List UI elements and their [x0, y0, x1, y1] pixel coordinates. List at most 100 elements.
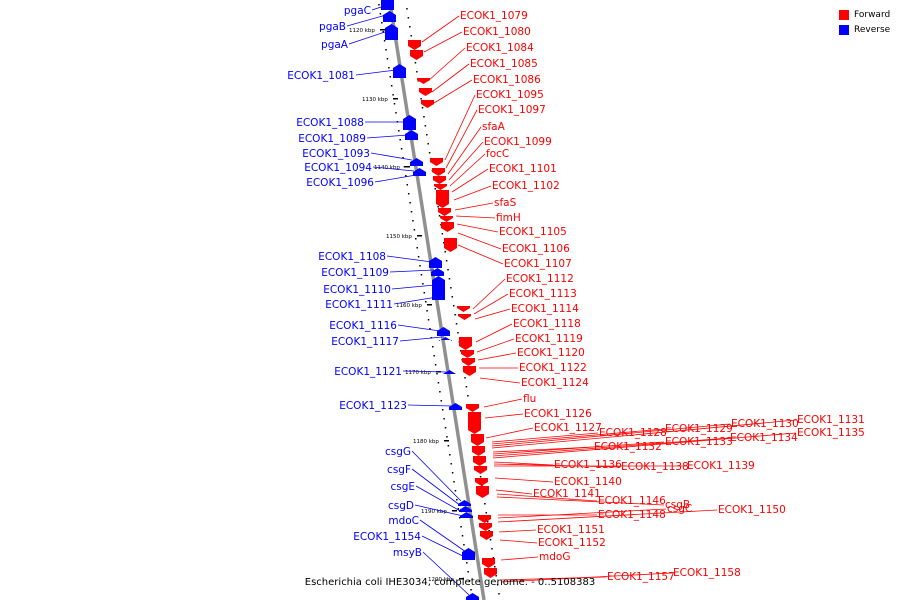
forward-gene: [430, 158, 443, 166]
track-dot: [413, 229, 416, 231]
tick-label: 1160 kbp: [396, 303, 422, 309]
gene-label-forward: ECOK1_1105: [499, 226, 567, 238]
track-dot: [434, 364, 437, 366]
track-dot: [443, 242, 445, 244]
track-dot: [481, 485, 483, 487]
forward-gene: [463, 366, 476, 376]
track-dot: [424, 301, 427, 303]
leader-line: [386, 255, 433, 263]
track-dot: [432, 346, 434, 348]
forward-gene: [474, 466, 487, 474]
forward-gene: [434, 184, 447, 190]
tick-label: 1200 kbp: [428, 577, 454, 583]
track-dot: [491, 548, 493, 550]
gene-label-reverse: ECOK1_1117: [331, 336, 399, 348]
gene-label-forward: ECOK1_1118: [513, 318, 581, 330]
gene-label-forward: mdoG: [539, 551, 570, 563]
track-dot: [388, 67, 390, 69]
track-dot: [436, 373, 438, 375]
track-dot: [455, 323, 458, 325]
track-dot: [464, 377, 466, 379]
leader-line: [393, 296, 438, 305]
leader-line: [348, 30, 389, 45]
leader-line: [355, 69, 397, 76]
track-dot: [465, 386, 468, 388]
forward-gene: [466, 404, 479, 412]
gene-label-forward: ECOK1_1113: [509, 288, 577, 300]
track-dot: [423, 292, 426, 294]
gene-label-forward: sfaS: [494, 197, 517, 209]
gene-label-reverse: csgD: [388, 500, 414, 512]
track-dot: [496, 584, 499, 586]
leader-line: [455, 215, 496, 219]
gene-label-forward: ECOK1_1114: [511, 303, 579, 315]
leader-line: [370, 152, 413, 161]
forward-gene: [471, 434, 484, 446]
forward-gene: [438, 208, 451, 216]
leader-line: [496, 493, 598, 502]
tick-mark: [417, 235, 422, 237]
gene-label-forward: ECOK1_1112: [506, 273, 574, 285]
gene-label-reverse: csgE: [390, 481, 415, 493]
track-dot: [427, 143, 429, 145]
reverse-gene: [439, 337, 452, 341]
gene-label-reverse: ECOK1_1110: [323, 284, 391, 296]
gene-label-reverse: ECOK1_1123: [339, 400, 407, 412]
track-dot: [448, 278, 451, 280]
track-dot: [467, 395, 469, 397]
gene-label-forward: ECOK1_1107: [504, 258, 572, 270]
track-dot: [486, 521, 489, 523]
gene-label-reverse: ECOK1_1089: [298, 133, 366, 145]
reverse-gene: [466, 593, 479, 600]
track-dot: [440, 224, 442, 226]
leader-line: [492, 437, 730, 457]
leader-line: [492, 432, 797, 459]
leader-line: [433, 79, 473, 104]
gene-label-reverse: ECOK1_1094: [304, 162, 372, 174]
gene-label-forward: flu: [523, 393, 536, 405]
gene-label-forward: ECOK1_1150: [718, 504, 786, 516]
track-dot: [457, 332, 459, 334]
gene-label-forward: ECOK1_1139: [687, 460, 755, 472]
track-dot: [438, 215, 441, 217]
track-dot: [385, 49, 387, 51]
track-dot: [441, 233, 444, 235]
track-dot: [395, 112, 397, 114]
reverse-gene: [429, 257, 442, 268]
track-dot: [440, 400, 443, 402]
track-dot: [446, 436, 448, 438]
track-dot: [433, 355, 435, 357]
leader-line: [451, 168, 489, 193]
gene-label-forward: ECOK1_1106: [502, 243, 570, 255]
leader-line: [407, 404, 453, 407]
track-dot: [429, 328, 431, 330]
forward-gene: [417, 78, 430, 84]
forward-gene: [440, 216, 453, 222]
track-dot: [407, 193, 410, 195]
forward-gene: [473, 456, 486, 466]
tick-label: 1130 kbp: [362, 97, 388, 103]
leader-line: [499, 539, 538, 544]
track-dot: [444, 251, 446, 253]
gene-label-forward: ECOK1_1135: [797, 427, 865, 439]
track-dot: [383, 40, 386, 42]
track-dot: [407, 17, 410, 19]
gene-label-forward: ECOK1_1136: [554, 459, 622, 471]
gene-label-forward: ECOK1_1095: [476, 89, 544, 101]
track-dot: [445, 260, 448, 262]
reverse-gene: [403, 115, 416, 130]
track-dot: [420, 98, 422, 100]
gene-label-forward: csgB: [665, 499, 690, 511]
reverse-gene: [385, 24, 398, 40]
track-dot: [422, 283, 424, 285]
reverse-gene: [405, 130, 418, 140]
leader-line: [419, 519, 467, 553]
track-dot: [393, 103, 396, 105]
track-dot: [485, 512, 488, 514]
forward-gene: [419, 88, 432, 96]
leader-line: [415, 485, 463, 513]
leader-line: [372, 166, 415, 172]
gene-label-forward: ECOK1_1152: [538, 537, 606, 549]
gene-label-forward: ECOK1_1124: [521, 377, 589, 389]
reverse-gene: [381, 0, 394, 10]
